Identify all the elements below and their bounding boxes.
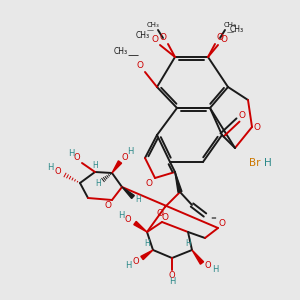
Text: O: O [220, 35, 227, 44]
Text: O: O [238, 110, 245, 119]
Polygon shape [134, 221, 147, 232]
Text: H: H [125, 262, 131, 271]
Text: H: H [127, 146, 133, 155]
Text: CH₃: CH₃ [147, 22, 159, 28]
Text: H: H [118, 211, 124, 220]
Text: —: — [146, 27, 154, 33]
Text: CH₃: CH₃ [114, 47, 128, 56]
Text: H: H [95, 178, 101, 188]
Text: O: O [254, 122, 260, 131]
Text: O: O [146, 178, 152, 188]
Text: O: O [157, 208, 164, 217]
Text: H: H [47, 163, 53, 172]
Text: O: O [160, 34, 167, 43]
Text: H: H [264, 158, 272, 168]
Text: H: H [185, 238, 191, 247]
Text: O: O [169, 271, 175, 280]
Text: Br: Br [249, 158, 261, 168]
Text: H: H [68, 148, 74, 158]
Text: —: — [226, 29, 233, 35]
Polygon shape [192, 250, 204, 264]
Text: H: H [169, 277, 175, 286]
Text: H: H [212, 266, 218, 274]
Text: O: O [152, 35, 158, 44]
Text: H: H [135, 196, 141, 205]
Text: O: O [104, 202, 112, 211]
Text: =: = [210, 215, 216, 221]
Text: H: H [144, 239, 150, 248]
Text: O: O [55, 167, 61, 176]
Text: CH₃: CH₃ [230, 26, 244, 34]
Polygon shape [175, 172, 182, 193]
Text: O: O [218, 220, 226, 229]
Text: O: O [161, 214, 169, 223]
Text: O: O [122, 152, 128, 161]
Polygon shape [122, 187, 134, 199]
Polygon shape [141, 250, 153, 260]
Text: O: O [125, 215, 131, 224]
Text: O: O [74, 154, 80, 163]
Text: O: O [217, 34, 224, 43]
Text: O: O [136, 61, 143, 70]
Text: CH₃: CH₃ [224, 22, 236, 28]
Text: O: O [133, 257, 139, 266]
Text: CH₃: CH₃ [136, 32, 150, 40]
Text: H: H [92, 160, 98, 169]
Text: O: O [205, 262, 211, 271]
Polygon shape [112, 161, 122, 173]
Text: —: — [128, 50, 139, 60]
